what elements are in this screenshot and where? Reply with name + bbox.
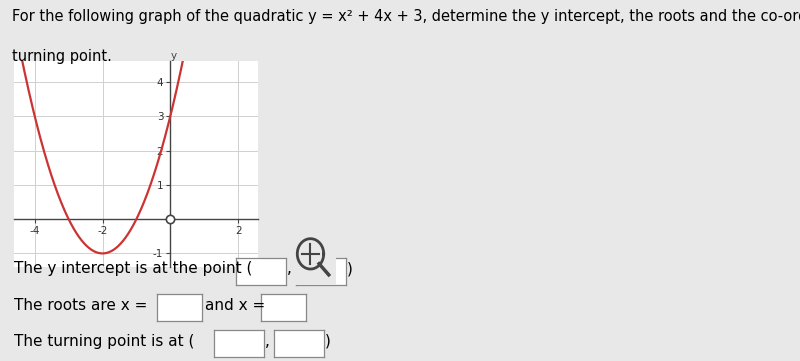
Text: The turning point is at (: The turning point is at ( [14, 334, 194, 349]
Text: The y intercept is at the point (: The y intercept is at the point ( [14, 261, 253, 277]
Text: For the following graph of the quadratic y = x² + 4x + 3, determine the y interc: For the following graph of the quadratic… [12, 9, 800, 24]
Text: ,: , [265, 334, 270, 349]
Text: ,: , [286, 261, 291, 277]
Text: y: y [170, 51, 177, 61]
Text: ): ) [346, 261, 352, 277]
Text: and x =: and x = [205, 297, 265, 313]
Text: The roots are x =: The roots are x = [14, 297, 148, 313]
Text: turning point.: turning point. [12, 49, 112, 64]
Text: ): ) [325, 334, 330, 349]
